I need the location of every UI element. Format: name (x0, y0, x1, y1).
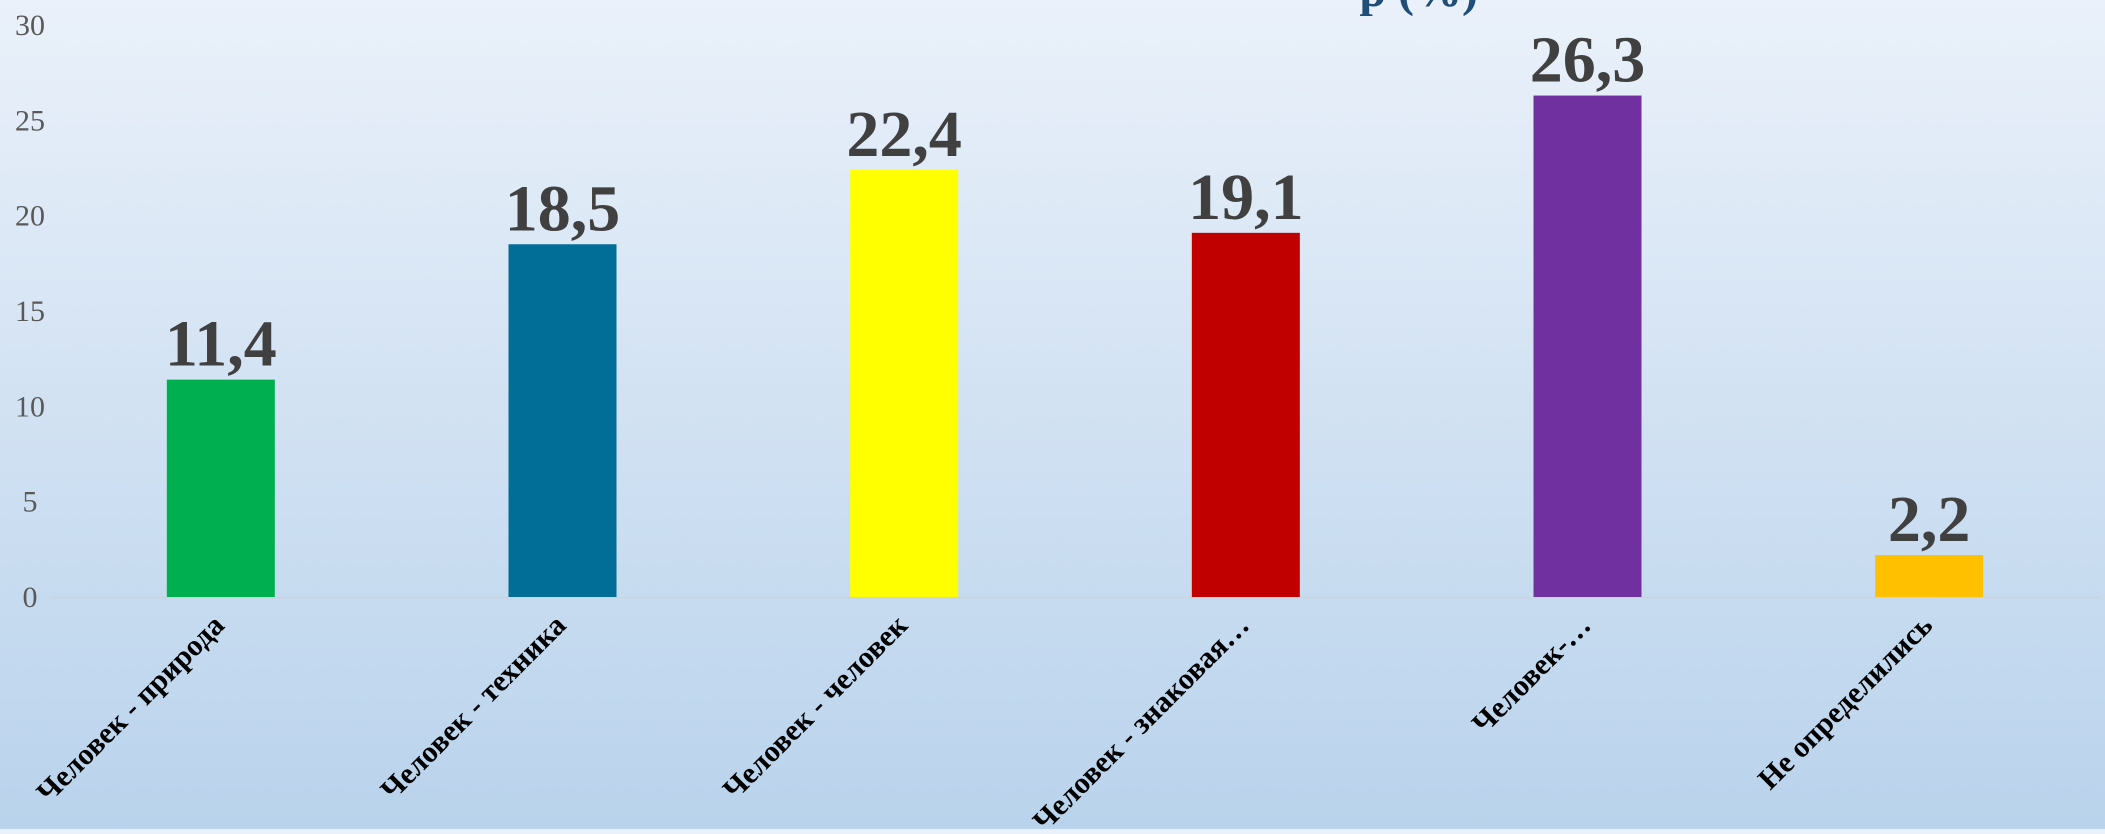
bar (1875, 555, 1984, 597)
data-label: 11,4 (165, 308, 277, 381)
y-tick-label: 15 (15, 295, 45, 328)
bar (166, 379, 275, 597)
y-tick-label: 30 (15, 9, 45, 42)
category-label: Не определились (1752, 609, 1939, 796)
data-label: 22,4 (846, 98, 962, 171)
data-label: 26,3 (1530, 24, 1646, 97)
category-label: Человек - человек (717, 608, 915, 806)
y-tick-label: 0 (23, 581, 38, 614)
bar (850, 169, 959, 597)
y-tick-label: 20 (15, 200, 45, 233)
data-label: 18,5 (505, 172, 621, 245)
category-label: Человек - знаковая… (1027, 609, 1256, 829)
chart-title-fragment: р (%) (1359, 0, 1478, 17)
data-labels: 11,4 18,5 22,4 19,1 26,3 2,2 (165, 24, 1971, 557)
bars (166, 95, 1984, 598)
category-label: Человек-… (1466, 609, 1598, 741)
y-axis: 0 5 10 15 20 25 30 (15, 9, 45, 614)
category-labels: Человек - природа Человек - техника Челове… (30, 608, 1939, 834)
data-label: 2,2 (1888, 483, 1971, 556)
y-tick-label: 5 (23, 486, 38, 519)
bar (1533, 95, 1642, 598)
bar (1191, 232, 1300, 597)
category-label: Человек - техника (374, 609, 572, 807)
data-label: 19,1 (1188, 161, 1304, 234)
category-label: Человек - природа (30, 609, 230, 809)
bar (508, 244, 617, 597)
y-tick-label: 10 (15, 390, 45, 423)
y-tick-label: 25 (15, 104, 45, 137)
